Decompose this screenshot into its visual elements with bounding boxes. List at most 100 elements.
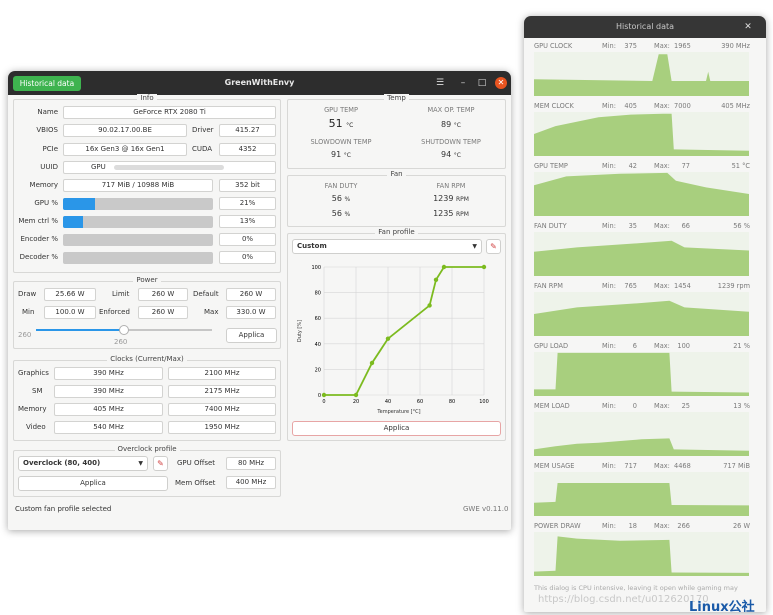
fan1-duty: 56 %	[296, 194, 386, 203]
fan-profile-select[interactable]: Custom ▼	[292, 239, 482, 254]
fan-curve-point[interactable]	[441, 264, 447, 270]
x-tick-label: 80	[449, 399, 455, 405]
overclock-apply-button[interactable]: Applica	[18, 476, 168, 491]
hist-graph-fill	[534, 240, 749, 276]
decoder-value: 0%	[219, 251, 276, 264]
info-title: Info	[137, 94, 157, 102]
encoder-bar	[63, 234, 213, 246]
hist-max-label: Max:	[654, 282, 670, 290]
hist-graph-fill	[534, 113, 749, 156]
clock-label-sm: SM	[32, 387, 43, 395]
graphics-current: 390 MHz	[54, 367, 163, 380]
power-apply-button[interactable]: Applica	[226, 328, 277, 343]
y-tick-label: 40	[315, 342, 321, 348]
close-icon[interactable]: ✕	[495, 77, 507, 89]
gpu-name-value: GeForce RTX 2080 Ti	[63, 106, 276, 119]
hist-min-label: Min:	[602, 162, 616, 170]
close-icon[interactable]: ✕	[744, 22, 752, 32]
gpu-temp-number: 51	[328, 117, 343, 130]
fan-apply-button[interactable]: Applica	[292, 421, 501, 436]
hist-min-value: 765	[624, 282, 637, 290]
hist-max-label: Max:	[654, 462, 670, 470]
maxop-temp-number: 89	[441, 120, 452, 129]
fan-curve-chart[interactable]: 0 20 40 60 80 100 0 20 40 60 80 100 Duty [%] Temper…	[292, 257, 502, 421]
gpu-pct-label: GPU %	[34, 199, 58, 207]
fan-curve-point[interactable]	[353, 392, 359, 398]
version-text: GWE v0.11.0	[463, 505, 509, 513]
minimize-icon[interactable]: –	[460, 78, 466, 88]
fan-curve-point[interactable]	[385, 336, 391, 341]
hist-current-value: 405 MHz	[721, 102, 750, 110]
chevron-down-icon: ▼	[472, 243, 477, 250]
gpu-temp-label: GPU TEMP	[324, 106, 358, 114]
hist-graph-area	[534, 232, 749, 276]
hist-graph-fill	[534, 172, 749, 216]
fan1-rpm: 1239 RPM	[406, 194, 496, 203]
power-slider-fill	[36, 329, 124, 331]
title-bar[interactable]: Historical data GreenWithEnvy ☰ – □ ✕	[8, 71, 511, 95]
hist-title-bar[interactable]: Historical data ✕	[524, 16, 766, 38]
fan-curve-line	[324, 266, 484, 396]
edit-pencil-icon[interactable]: ✎	[486, 239, 501, 254]
slider-value-label: 260	[114, 338, 128, 346]
fan-curve-point[interactable]	[427, 303, 432, 308]
temp-title: Temp	[384, 94, 409, 102]
hist-graph-name: GPU LOAD	[534, 342, 569, 350]
hist-min-value: 405	[624, 102, 637, 110]
hist-graph-gpu-load: GPU LOAD Min: 6 Max: 100 21 %	[524, 342, 766, 400]
slider-min-label: 260	[18, 331, 32, 339]
overclock-title: Overclock profile	[114, 445, 180, 453]
hist-graph-name: POWER DRAW	[534, 522, 581, 530]
edit-pencil-icon[interactable]: ✎	[153, 456, 168, 471]
hist-graph-fill	[534, 300, 749, 336]
hist-graph-gpu-clock: GPU CLOCK Min: 375 Max: 1965 390 MHz	[524, 42, 766, 100]
overclock-profile-select[interactable]: Overclock (80, 400) ▼	[18, 456, 148, 471]
fan-profile-title: Fan profile	[375, 228, 418, 236]
hist-min-label: Min:	[602, 42, 616, 50]
name-label: Name	[37, 108, 58, 116]
hist-min-value: 18	[628, 522, 637, 530]
historical-data-button[interactable]: Historical data	[13, 76, 81, 91]
hist-max-label: Max:	[654, 342, 670, 350]
hist-max-label: Max:	[654, 522, 670, 530]
fan-curve-point[interactable]	[481, 264, 487, 270]
max-label: Max	[204, 308, 219, 316]
hist-graph-area	[534, 52, 749, 96]
fan-curve-point[interactable]	[369, 360, 375, 366]
fan-curve-point[interactable]	[433, 277, 439, 282]
hist-max-label: Max:	[654, 222, 670, 230]
limit-value: 260 W	[138, 288, 188, 301]
chart-xlabel: Temperature [°C]	[376, 409, 420, 415]
hist-max-value: 1965	[674, 42, 691, 50]
x-tick-label: 60	[417, 399, 423, 405]
fan2-duty: 56 %	[296, 209, 386, 218]
y-tick-label: 20	[315, 367, 321, 373]
gpu-pct-fill	[63, 198, 95, 210]
fan1-duty-number: 56	[331, 194, 342, 203]
hamburger-icon[interactable]: ☰	[435, 78, 445, 88]
slowdown-temp-value: 91 °C	[296, 150, 386, 159]
enforced-value: 260 W	[138, 306, 188, 319]
hist-max-label: Max:	[654, 102, 670, 110]
maxop-temp-unit: °C	[453, 122, 461, 129]
hist-graph-fan-rpm: FAN RPM Min: 765 Max: 1454 1239 rpm	[524, 282, 766, 340]
hist-min-value: 35	[628, 222, 637, 230]
hist-max-label: Max:	[654, 402, 670, 410]
hist-max-label: Max:	[654, 42, 670, 50]
power-slider-handle[interactable]	[119, 325, 129, 335]
encoder-value: 0%	[219, 233, 276, 246]
mem-offset-label: Mem Offset	[175, 479, 216, 487]
hist-graph-area	[534, 172, 749, 216]
hist-min-label: Min:	[602, 402, 616, 410]
hist-max-label: Max:	[654, 162, 670, 170]
hist-graph-fill	[534, 54, 749, 96]
hist-current-value: 56 %	[733, 222, 750, 230]
maximize-icon[interactable]: □	[477, 78, 487, 88]
hist-current-value: 13 %	[733, 402, 750, 410]
hist-current-value: 390 MHz	[721, 42, 750, 50]
slowdown-temp-label: SLOWDOWN TEMP	[310, 138, 372, 146]
chevron-down-icon: ▼	[138, 460, 143, 467]
enforced-label: Enforced	[99, 308, 130, 316]
fan-curve-point[interactable]	[321, 392, 327, 398]
hist-graph-name: FAN RPM	[534, 282, 563, 290]
